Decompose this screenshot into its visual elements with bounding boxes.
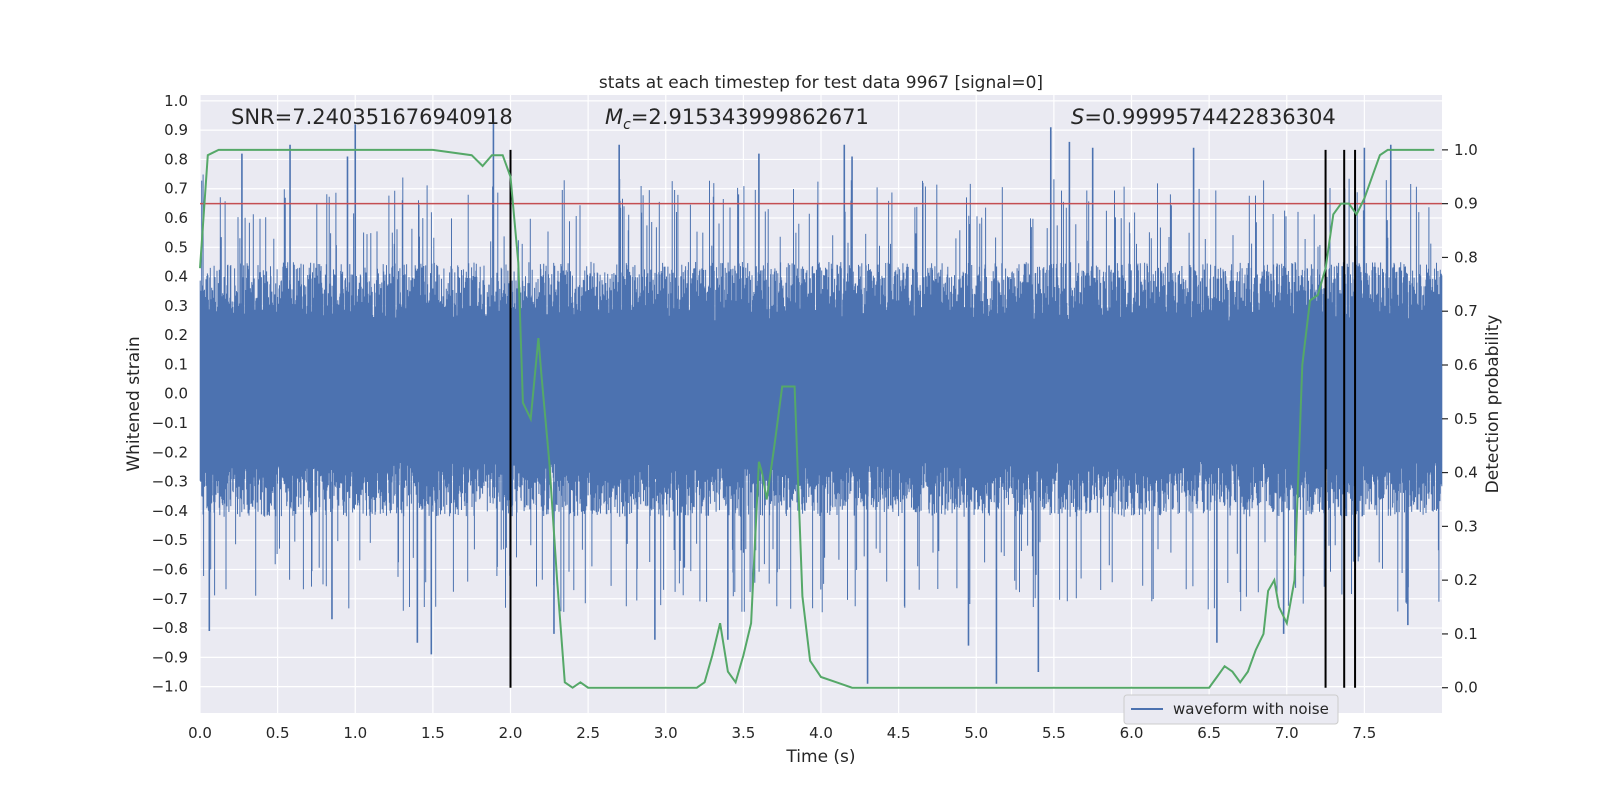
x-tick-label: 4.0 [809, 724, 833, 742]
chart-title: stats at each timestep for test data 996… [599, 73, 1043, 93]
x-tick-label: 6.0 [1120, 724, 1144, 742]
x-tick-label: 5.0 [964, 724, 988, 742]
y-tick-label: 1.0 [164, 92, 188, 110]
y-tick-label: 0.9 [164, 121, 188, 139]
score-symbol: S [1071, 105, 1084, 129]
x-tick-label: 6.5 [1197, 724, 1221, 742]
y2-tick-label: 0.4 [1454, 464, 1478, 482]
y2-tick-label: 0.1 [1454, 625, 1478, 643]
y-tick-label: −0.9 [152, 648, 188, 666]
y-tick-label: 0.3 [164, 297, 188, 315]
x-tick-label: 2.5 [576, 724, 600, 742]
score-value: =0.9999574422836304 [1084, 105, 1335, 129]
detection-lines [509, 149, 1357, 688]
y-tick-label: 0.2 [164, 326, 188, 344]
y-tick-label: 0.7 [164, 180, 188, 198]
snr-annotation: SNR=7.240351676940918 [231, 105, 513, 129]
y-tick-label: −0.4 [152, 502, 188, 520]
y-tick-label: −0.3 [152, 473, 188, 491]
y-tick-label: 0.8 [164, 150, 188, 168]
chirp-mass-value: =2.915343999862671 [631, 105, 869, 129]
x-tick-label: 1.0 [343, 724, 367, 742]
chirp-mass-annotation: Mc=2.915343999862671 [605, 105, 869, 133]
x-ticks: 0.0 0.5 1.0 1.5 2.0 2.5 3.0 3.5 4.0 4.5 5.0 5.5 6.0 6… [188, 724, 1376, 742]
waveform-noise [199, 174, 1443, 613]
y-tick-label: −0.5 [152, 531, 188, 549]
x-tick-label: 1.5 [421, 724, 445, 742]
y-tick-label: −0.8 [152, 619, 188, 637]
y2-ticks: 1.0 0.9 0.8 0.7 0.6 0.5 0.4 0.3 0.2 0.1 0.0 [1442, 141, 1478, 697]
x-tick-label: 3.5 [731, 724, 755, 742]
score-annotation: S=0.9999574422836304 [1071, 105, 1336, 129]
y2-tick-label: 1.0 [1454, 141, 1478, 159]
legend-box [1123, 694, 1339, 725]
x-tick-label: 7.5 [1352, 724, 1376, 742]
y-tick-label: −1.0 [152, 678, 188, 696]
legend: waveform with noise [1123, 694, 1339, 725]
y2-tick-label: 0.3 [1454, 517, 1478, 535]
x-tick-label: 0.5 [266, 724, 290, 742]
chirp-mass-subscript: c [623, 117, 631, 133]
detection-probability-line [199, 148, 1435, 689]
y2-tick-label: 0.6 [1454, 356, 1478, 374]
waveform-series [199, 115, 1443, 684]
y2-tick-label: 0.7 [1454, 302, 1478, 320]
y-tick-label: −0.1 [152, 414, 188, 432]
x-tick-label: 5.5 [1042, 724, 1066, 742]
y-tick-label: −0.6 [152, 560, 188, 578]
x-tick-label: 3.0 [654, 724, 678, 742]
y-tick-label: −0.7 [152, 590, 188, 608]
y-axis-label: Whitened strain [124, 336, 144, 471]
y-tick-label: 0.4 [164, 268, 188, 286]
y-tick-label: −0.2 [152, 443, 188, 461]
y2-tick-label: 0.5 [1454, 410, 1478, 428]
y2-tick-label: 0.8 [1454, 248, 1478, 266]
x-tick-label: 2.0 [499, 724, 523, 742]
y-tick-label: 0.5 [164, 238, 188, 256]
y2-tick-label: 0.0 [1454, 679, 1478, 697]
y-tick-label: 0.6 [164, 209, 188, 227]
y2-tick-label: 0.9 [1454, 195, 1478, 213]
y-tick-label: 0.0 [164, 385, 188, 403]
chirp-mass-symbol: M [605, 105, 623, 129]
x-axis-label: Time (s) [785, 747, 855, 767]
x-tick-label: 0.0 [188, 724, 212, 742]
x-tick-label: 7.0 [1275, 724, 1299, 742]
legend-label: waveform with noise [1173, 700, 1329, 718]
y2-axis-label: Detection probability [1483, 315, 1503, 494]
y-ticks: 1.0 0.9 0.8 0.7 0.6 0.5 0.4 0.3 0.2 0.1 0.0 −0.1 −0.… [152, 92, 188, 696]
y2-tick-label: 0.2 [1454, 571, 1478, 589]
x-tick-label: 4.5 [887, 724, 911, 742]
y-tick-label: 0.1 [164, 355, 188, 373]
